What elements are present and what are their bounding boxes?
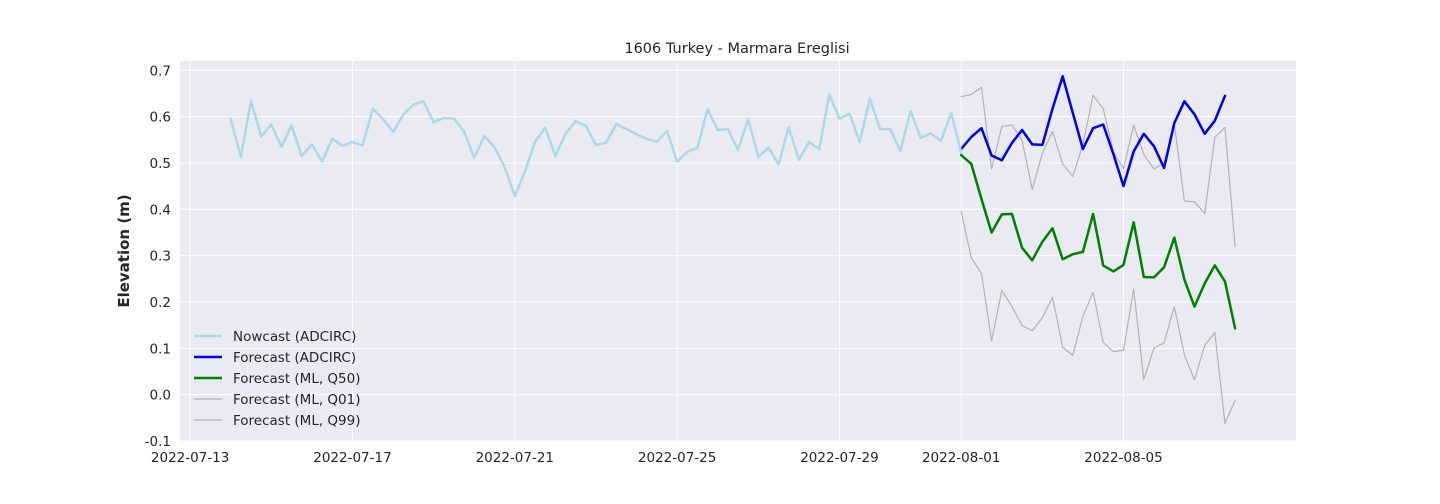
x-tick-label: 2022-07-17 [313, 450, 391, 466]
series-line-1 [959, 75, 1227, 188]
y-tick-label: 0.4 [150, 202, 171, 218]
legend: Nowcast (ADCIRC) Forecast (ADCIRC) Forecas… [194, 329, 361, 429]
y-tick-label: -0.1 [145, 434, 171, 450]
chart-title: 1606 Turkey - Marmara Ereglisi [624, 41, 849, 57]
x-tick-label: 2022-07-21 [476, 450, 554, 466]
x-axis-ticks: 2022-07-13 2022-07-17 2022-07-21 2022-07-25… [151, 450, 1163, 466]
legend-label: Nowcast (ADCIRC) [233, 329, 356, 345]
x-tick-label: 2022-07-13 [151, 450, 229, 466]
series-line-0 [229, 93, 963, 198]
x-tick-label: 2022-07-25 [638, 450, 716, 466]
y-tick-label: 0.3 [150, 249, 171, 265]
series-line-4 [960, 86, 1236, 247]
y-axis-ticks: -0.1 0.0 0.1 0.2 0.3 0.4 0.5 0.6 0.7 [145, 63, 171, 450]
y-tick-label: 0.1 [150, 341, 171, 357]
series-line-2 [959, 153, 1237, 330]
y-axis-label: Elevation (m) [115, 194, 133, 307]
legend-label: Forecast (ML, Q01) [233, 392, 361, 408]
y-tick-label: 0.2 [150, 295, 171, 311]
legend-label: Forecast (ML, Q50) [233, 371, 361, 387]
legend-label: Forecast (ADCIRC) [233, 350, 356, 366]
y-tick-label: 0.0 [150, 388, 171, 404]
y-tick-label: 0.6 [150, 110, 171, 126]
series-lines [229, 75, 1237, 424]
plot-area [180, 61, 1296, 441]
y-tick-label: 0.7 [150, 63, 171, 79]
series-line-3 [960, 211, 1236, 424]
x-tick-label: 2022-07-29 [800, 450, 878, 466]
y-tick-label: 0.5 [150, 156, 171, 172]
legend-label: Forecast (ML, Q99) [233, 413, 361, 429]
x-tick-label: 2022-08-01 [922, 450, 1000, 466]
x-tick-label: 2022-08-05 [1084, 450, 1162, 466]
